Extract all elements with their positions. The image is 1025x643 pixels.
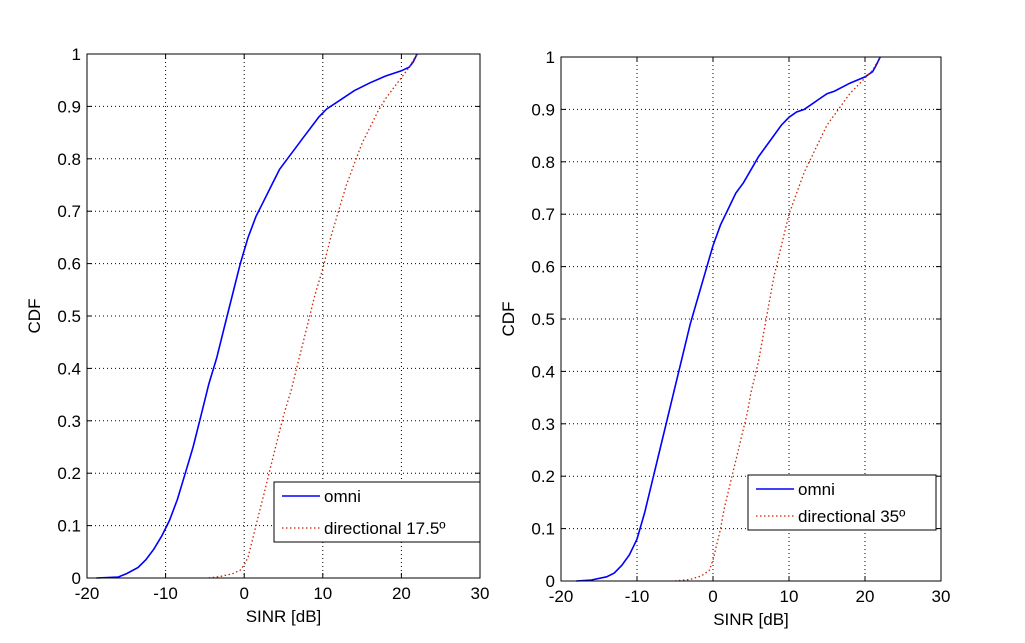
x-tick-label: 0 — [708, 587, 717, 606]
series-line-1 — [674, 56, 881, 582]
x-tick-label: 30 — [471, 584, 490, 603]
y-tick-label: 0.9 — [57, 97, 81, 116]
chart-left: -20 -10 0 10 20 30 0 0.1 0.2 0.3 0.4 0.5 0.6 0.7 0.8 0.… — [25, 45, 489, 626]
y-tick-label: 1 — [546, 48, 555, 67]
legend-label-1: directional 17.5º — [324, 519, 446, 538]
y-tick-label: 0.6 — [531, 258, 555, 277]
series-line-0 — [576, 56, 881, 582]
x-tick-label: 10 — [313, 584, 332, 603]
x-axis-label: SINR [dB] — [246, 607, 322, 626]
x-tick-label: 10 — [780, 587, 799, 606]
y-tick-label: 0.4 — [531, 362, 555, 381]
y-tick-label: 0 — [546, 572, 555, 591]
y-tick-label: 0.9 — [531, 100, 555, 119]
x-tick-label: 0 — [239, 584, 248, 603]
y-tick-label: 0.3 — [531, 415, 555, 434]
y-tick-label: 0.5 — [57, 307, 81, 326]
series-line-0 — [96, 53, 418, 579]
y-tick-label: 0.2 — [57, 464, 81, 483]
y-tick-label: 0.8 — [531, 153, 555, 172]
y-tick-label: 0.4 — [57, 359, 81, 378]
legend-box — [747, 474, 937, 531]
x-tick-label: 20 — [392, 584, 411, 603]
x-tick-label: -10 — [153, 584, 178, 603]
y-tick-label: 0 — [72, 569, 81, 588]
y-tick-label: 0.6 — [57, 255, 81, 274]
legend-box — [273, 481, 481, 543]
y-tick-label: 0.7 — [531, 205, 555, 224]
y-tick-label: 0.3 — [57, 412, 81, 431]
y-tick-label: 1 — [72, 45, 81, 64]
x-axis-label: SINR [dB] — [713, 610, 789, 629]
x-tick-label: -10 — [625, 587, 650, 606]
legend-label-0: omni — [798, 480, 835, 499]
legend-label-0: omni — [324, 487, 361, 506]
chart-right: -20 -10 0 10 20 30 0 0.1 0.2 0.3 0.4 0.5 0.6 0.7 0.8 0.… — [499, 48, 950, 629]
y-tick-label: 0.1 — [531, 520, 555, 539]
x-tick-label: -20 — [75, 584, 100, 603]
y-tick-label: 0.8 — [57, 150, 81, 169]
y-tick-label: 0.2 — [531, 467, 555, 486]
x-tick-label: 30 — [932, 587, 951, 606]
y-axis-label: CDF — [25, 299, 44, 334]
y-axis-label: CDF — [499, 302, 518, 337]
x-tick-label: 20 — [856, 587, 875, 606]
y-tick-label: 0.7 — [57, 202, 81, 221]
y-tick-label: 0.1 — [57, 517, 81, 536]
x-tick-label: -20 — [549, 587, 574, 606]
series-line-1 — [208, 53, 418, 579]
legend-label-1: directional 35º — [798, 507, 905, 526]
y-tick-label: 0.5 — [531, 310, 555, 329]
